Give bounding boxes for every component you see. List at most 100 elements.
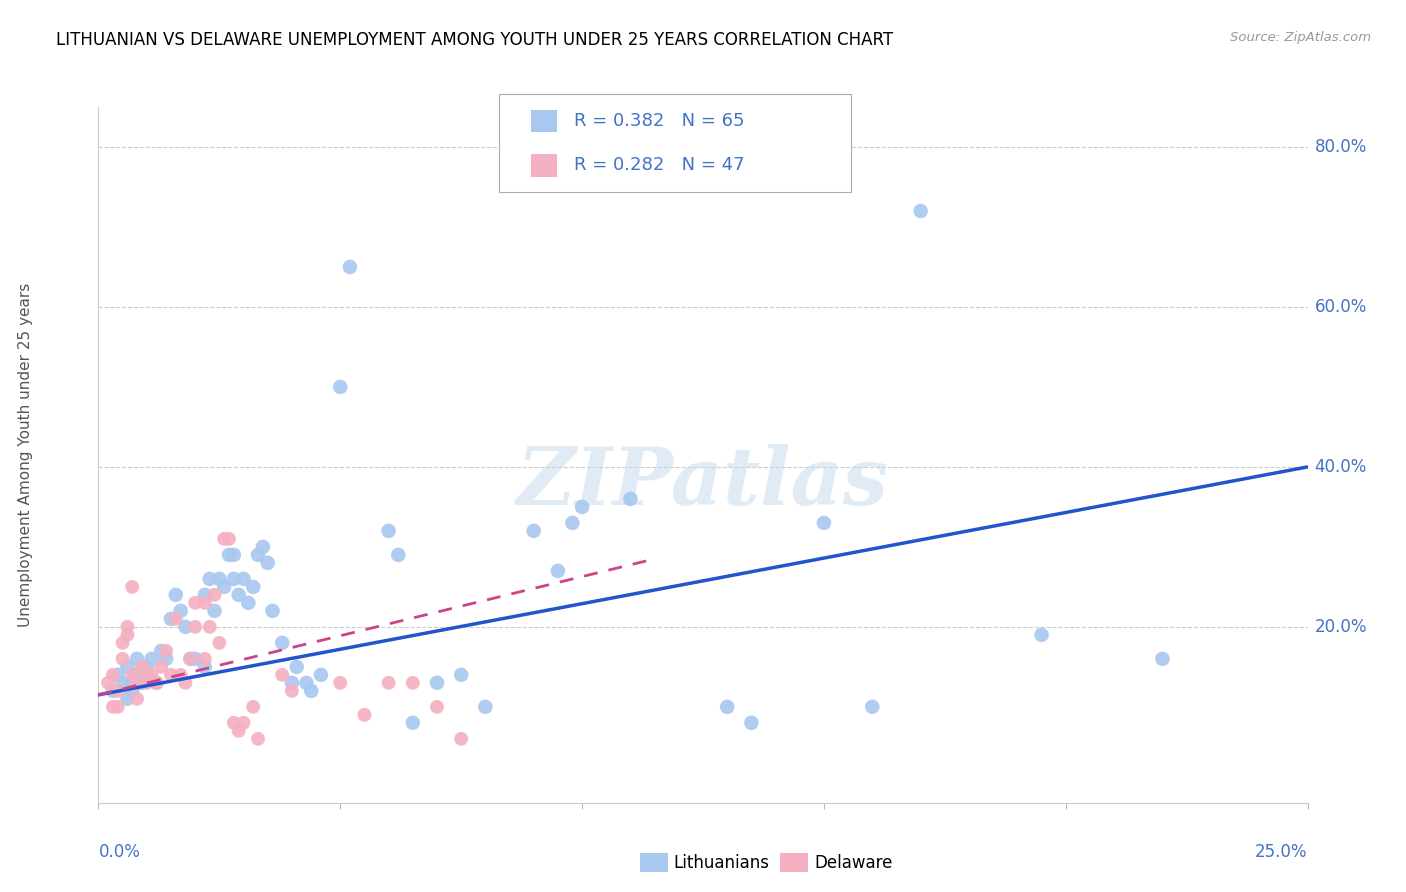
Point xyxy=(204,604,226,618)
Point xyxy=(212,532,235,546)
Point xyxy=(450,668,472,682)
Point xyxy=(194,660,217,674)
Point xyxy=(160,668,183,682)
Point xyxy=(169,668,191,682)
Point xyxy=(184,620,207,634)
Point xyxy=(107,699,129,714)
Point xyxy=(1031,628,1053,642)
Point xyxy=(135,668,157,682)
Point xyxy=(155,652,177,666)
Point xyxy=(97,676,120,690)
Point xyxy=(329,676,352,690)
Point xyxy=(1152,652,1174,666)
Text: R = 0.382   N = 65: R = 0.382 N = 65 xyxy=(574,112,744,130)
Point xyxy=(127,676,149,690)
Point xyxy=(228,588,250,602)
Point xyxy=(194,596,217,610)
Text: Source: ZipAtlas.com: Source: ZipAtlas.com xyxy=(1230,31,1371,45)
Point xyxy=(198,572,221,586)
Point xyxy=(571,500,593,514)
Point xyxy=(107,683,129,698)
Point xyxy=(228,723,250,738)
Point xyxy=(218,532,240,546)
Point xyxy=(198,620,221,634)
Point xyxy=(111,636,134,650)
Point xyxy=(208,636,231,650)
Point xyxy=(252,540,274,554)
Point xyxy=(184,596,207,610)
Point xyxy=(377,676,399,690)
Point xyxy=(716,699,738,714)
Point xyxy=(299,683,322,698)
Point xyxy=(155,644,177,658)
Point xyxy=(165,612,187,626)
Point xyxy=(222,572,245,586)
Point xyxy=(271,668,294,682)
Point xyxy=(256,556,278,570)
Text: Lithuanians: Lithuanians xyxy=(673,854,769,871)
Point xyxy=(121,580,143,594)
Point xyxy=(232,715,254,730)
Point xyxy=(740,715,762,730)
Point xyxy=(285,660,308,674)
Point xyxy=(194,652,217,666)
Text: 60.0%: 60.0% xyxy=(1315,298,1367,316)
Point xyxy=(387,548,409,562)
Point xyxy=(135,668,157,682)
Point xyxy=(174,676,197,690)
Point xyxy=(179,652,201,666)
Point xyxy=(117,628,139,642)
Point xyxy=(135,676,157,690)
Text: 80.0%: 80.0% xyxy=(1315,138,1367,156)
Point xyxy=(169,604,191,618)
Point xyxy=(813,516,835,530)
Point xyxy=(402,676,425,690)
Point xyxy=(145,676,167,690)
Point xyxy=(218,548,240,562)
Point xyxy=(127,652,149,666)
Point xyxy=(131,676,153,690)
Text: R = 0.282   N = 47: R = 0.282 N = 47 xyxy=(574,156,744,175)
Point xyxy=(377,524,399,538)
Point xyxy=(474,699,496,714)
Point xyxy=(204,588,226,602)
Point xyxy=(208,572,231,586)
Point xyxy=(101,668,124,682)
Text: LITHUANIAN VS DELAWARE UNEMPLOYMENT AMONG YOUTH UNDER 25 YEARS CORRELATION CHART: LITHUANIAN VS DELAWARE UNEMPLOYMENT AMON… xyxy=(56,31,893,49)
Point xyxy=(127,691,149,706)
Point xyxy=(121,676,143,690)
Point xyxy=(619,491,641,506)
Point xyxy=(523,524,546,538)
Point xyxy=(426,699,449,714)
Point xyxy=(141,668,163,682)
Point xyxy=(271,636,294,650)
Point xyxy=(121,668,143,682)
Point xyxy=(101,683,124,698)
Point xyxy=(262,604,284,618)
Point xyxy=(194,588,217,602)
Point xyxy=(101,699,124,714)
Point xyxy=(222,715,245,730)
Point xyxy=(309,668,332,682)
Point xyxy=(212,580,235,594)
Text: 0.0%: 0.0% xyxy=(98,843,141,861)
Point xyxy=(329,380,352,394)
Point xyxy=(450,731,472,746)
Text: ZIPatlas: ZIPatlas xyxy=(517,444,889,522)
Point xyxy=(184,652,207,666)
Point xyxy=(339,260,361,274)
Point xyxy=(179,652,201,666)
Point xyxy=(131,660,153,674)
Point xyxy=(238,596,260,610)
Point xyxy=(281,676,304,690)
Point xyxy=(111,652,134,666)
Point xyxy=(222,548,245,562)
Point xyxy=(247,731,270,746)
Point xyxy=(547,564,569,578)
Point xyxy=(242,699,264,714)
Point xyxy=(295,676,318,690)
Point xyxy=(107,668,129,682)
Point xyxy=(860,699,883,714)
Point xyxy=(117,660,139,674)
Point xyxy=(111,676,134,690)
